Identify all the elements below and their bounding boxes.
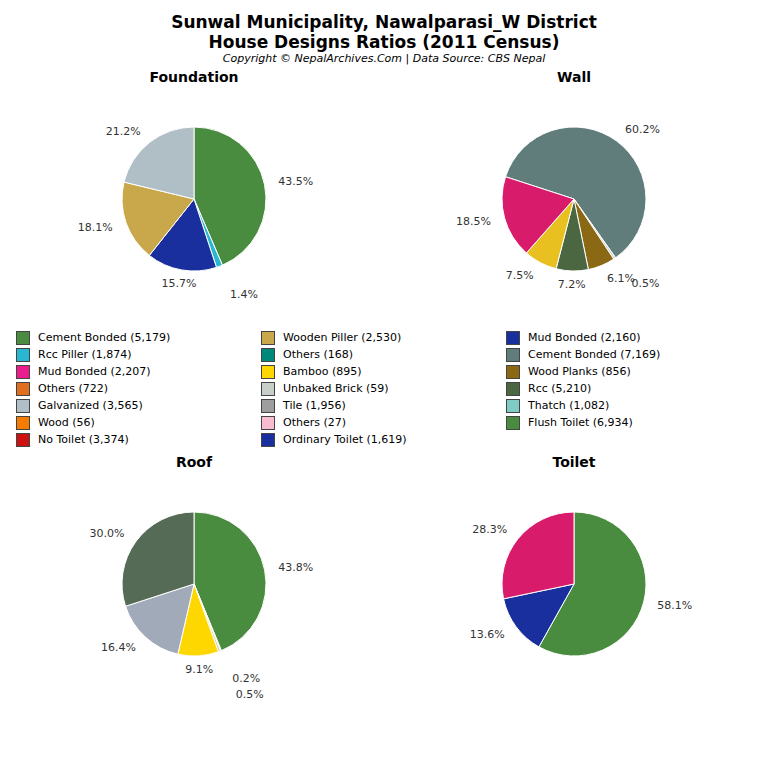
html-text:Mud Bonded (2,160): Mud Bonded (2,160) [528, 331, 641, 344]
svg-text:9.1%: 9.1% [185, 663, 213, 676]
html-text:Wood Planks (856): Wood Planks (856) [528, 365, 631, 378]
html-text:Toilet: Toilet [552, 454, 596, 470]
html-text:Others (27): Others (27) [283, 416, 346, 429]
svg-text:43.8%: 43.8% [278, 561, 313, 574]
html-text:Cement Bonded (5,179): Cement Bonded (5,179) [38, 331, 171, 344]
svg-text:16.4%: 16.4% [101, 641, 136, 654]
svg-text:13.6%: 13.6% [470, 628, 505, 641]
html-text:Sunwal Municipality, Nawalpara: Sunwal Municipality, Nawalparasi_W Distr… [171, 12, 597, 32]
html-text:Wall: Wall [557, 69, 591, 85]
html-text:No Toilet (3,374): No Toilet (3,374) [38, 433, 129, 446]
html-text:Flush Toilet (6,934): Flush Toilet (6,934) [528, 416, 633, 429]
html-text:Tile (1,956): Tile (1,956) [283, 399, 346, 412]
html-text:Copyright © NepalArchives.Com: Copyright © NepalArchives.Com | Data Sou… [222, 52, 546, 65]
svg-text:43.5%: 43.5% [278, 175, 313, 188]
svg-text:28.3%: 28.3% [472, 523, 507, 536]
svg-text:1.4%: 1.4% [230, 288, 258, 301]
html-text:Wooden Piller (2,530): Wooden Piller (2,530) [283, 331, 402, 344]
svg-text:0.2%: 0.2% [232, 672, 260, 685]
html-text:Galvanized (3,565): Galvanized (3,565) [38, 399, 143, 412]
html-text:Wood (56): Wood (56) [38, 416, 95, 429]
html-text:Bamboo (895): Bamboo (895) [283, 365, 362, 378]
svg-text:6.1%: 6.1% [607, 272, 635, 285]
svg-text:60.2%: 60.2% [625, 123, 660, 136]
svg-text:18.5%: 18.5% [456, 215, 491, 228]
html-text:Ordinary Toilet (1,619): Ordinary Toilet (1,619) [283, 433, 407, 446]
svg-text:7.2%: 7.2% [558, 278, 586, 291]
svg-text:58.1%: 58.1% [657, 599, 692, 612]
html-text:Rcc Piller (1,874): Rcc Piller (1,874) [38, 348, 132, 361]
html-text:Thatch (1,082): Thatch (1,082) [528, 399, 610, 412]
svg-text:0.5%: 0.5% [632, 277, 660, 290]
html-text:Roof: Roof [175, 454, 212, 470]
html-text:Mud Bonded (2,207): Mud Bonded (2,207) [38, 365, 151, 378]
html-text:House Designs Ratios (2011 Cen: House Designs Ratios (2011 Census) [208, 32, 560, 52]
svg-text:15.7%: 15.7% [161, 277, 196, 290]
html-text:Others (722): Others (722) [38, 382, 108, 395]
html-text:Rcc (5,210): Rcc (5,210) [528, 382, 592, 395]
svg-text:0.5%: 0.5% [236, 688, 264, 701]
svg-text:18.1%: 18.1% [78, 221, 113, 234]
svg-text:7.5%: 7.5% [506, 269, 534, 282]
html-text:Unbaked Brick (59): Unbaked Brick (59) [283, 382, 389, 395]
svg-text:21.2%: 21.2% [106, 125, 141, 138]
html-text:Others (168): Others (168) [283, 348, 353, 361]
svg-text:30.0%: 30.0% [89, 527, 124, 540]
html-text:Foundation: Foundation [149, 69, 239, 85]
html-text:Cement Bonded (7,169): Cement Bonded (7,169) [528, 348, 661, 361]
